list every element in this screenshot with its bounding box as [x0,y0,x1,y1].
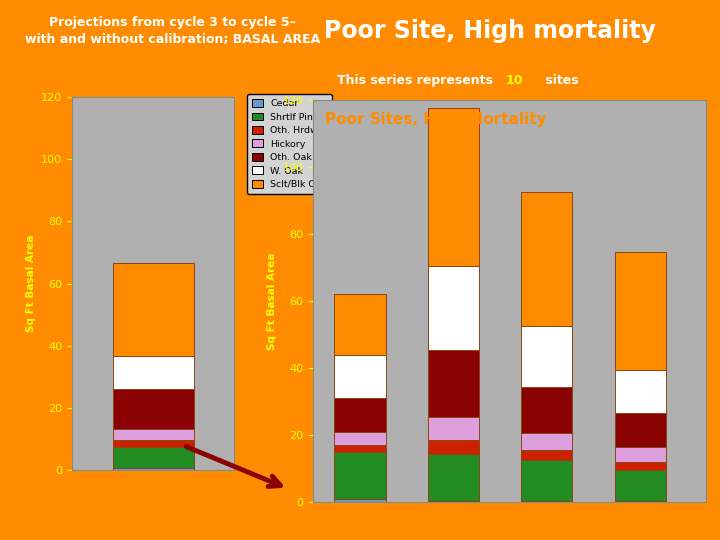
Y-axis label: Sq Ft Basal Area: Sq Ft Basal Area [267,252,276,350]
Bar [334,432,386,445]
Bar [112,440,194,447]
Bar [334,499,386,502]
Bar [428,109,479,266]
Bar [521,326,572,387]
Text: 10: 10 [505,74,523,87]
Bar [521,501,572,502]
Bar [614,252,666,370]
Bar [428,440,479,454]
Bar [428,501,479,502]
Bar [334,399,386,432]
Bar [521,387,572,434]
Text: sites: sites [541,74,579,87]
Bar [112,389,194,429]
Y-axis label: Sq Ft Basal Area: Sq Ft Basal Area [26,235,35,332]
Bar [112,429,194,440]
Bar [428,266,479,350]
Text: Poor Site, High mortality: Poor Site, High mortality [324,19,655,43]
Bar [334,355,386,399]
Bar [334,294,386,355]
Bar [614,462,666,470]
Legend: Cedar, Shrtlf Pine, Oth. Hrdwd, Hickory, Oth. Oak, W. Oak, Sclt/Blk Oak: Cedar, Shrtlf Pine, Oth. Hrdwd, Hickory,… [247,94,333,194]
Bar [334,452,386,499]
Bar [521,434,572,450]
Bar [614,413,666,447]
Bar [334,445,386,452]
Bar [614,447,666,462]
Text: This series represents: This series represents [336,74,497,87]
Bar [112,264,194,356]
Bar [614,470,666,501]
Bar [112,468,194,470]
Bar [112,447,194,468]
Text: Poor Sites, High Mortality: Poor Sites, High Mortality [325,112,546,127]
Bar [521,450,572,460]
Bar [521,460,572,501]
Bar [614,370,666,413]
Bar [112,356,194,389]
Text: Projections from cycle 3 to cycle 5–
with and without calibration; BASAL AREA: Projections from cycle 3 to cycle 5– wit… [25,16,320,46]
Bar [428,350,479,417]
Bar [614,501,666,502]
Bar [428,417,479,440]
Bar [521,192,572,326]
Bar [428,454,479,501]
